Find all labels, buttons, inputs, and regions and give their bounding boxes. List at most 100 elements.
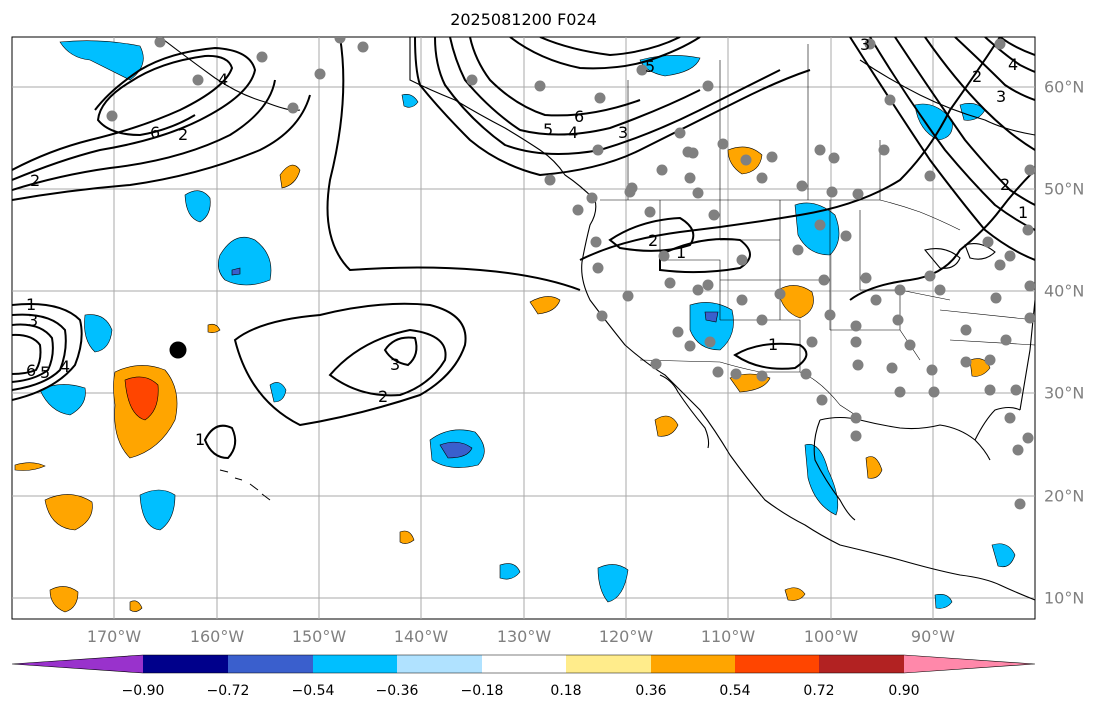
colorbar-tick-label: −0.36 [375, 683, 419, 699]
colorbar-tick-label: 0.72 [803, 683, 835, 699]
anomaly-blob [689, 302, 734, 351]
longitude-label: 100°W [803, 627, 859, 646]
observation-stations [106, 37, 1035, 510]
east-coast [1019, 299, 1035, 411]
anomaly-blob [639, 55, 701, 77]
colorbar-tick-label: −0.72 [206, 683, 250, 699]
contour-label: 1 [768, 335, 778, 354]
us-mexico-border [639, 359, 861, 419]
contour-label: 2 [30, 171, 40, 190]
contour-label: 6 [26, 361, 36, 380]
contour-label: 3 [28, 311, 38, 330]
contour-label: 1 [676, 243, 686, 262]
contour-label: 5 [40, 363, 50, 382]
anomaly-blob [84, 314, 113, 353]
anomaly-blob [439, 441, 473, 459]
great-lakes [924, 243, 996, 269]
anomaly-blob [59, 40, 144, 81]
anomaly-blob [49, 586, 79, 613]
contour-label: 3 [390, 355, 400, 374]
latitude-label: 40°N [1044, 281, 1085, 301]
anomaly-blob [784, 587, 806, 601]
contour-label: 2 [378, 387, 388, 406]
contour-label: 1 [26, 295, 36, 314]
anomaly-blob [14, 462, 46, 471]
contour-label: 3 [618, 123, 628, 142]
colorbar-segment [12, 655, 143, 673]
anomaly-blob [914, 103, 953, 141]
latitude-label: 50°N [1044, 179, 1085, 199]
longitude-label: 120°W [598, 627, 654, 646]
anomaly-blob [129, 600, 143, 612]
contour-value-labels: 1 3 6 5 4 2 6 2 4 5 6 4 5 3 3 2 1 2 1 1 … [26, 35, 1028, 449]
anomaly-blob [207, 323, 221, 333]
latitude-label: 20°N [1044, 486, 1085, 506]
colorbar-segment [482, 655, 566, 673]
colorbar-tick-label: 0.90 [888, 683, 920, 699]
florida [974, 406, 1021, 441]
longitude-label: 110°W [700, 627, 756, 646]
colorbar-segment [228, 655, 313, 673]
contour-label: 1 [1018, 203, 1028, 222]
contour-label: 4 [218, 70, 228, 89]
contour-label: 4 [568, 123, 578, 142]
contour-label: 2 [648, 231, 658, 250]
contour-lines [12, 37, 1035, 460]
anomaly-blob [124, 376, 159, 421]
colorbar-outline [11, 654, 1036, 674]
longitude-label: 160°W [189, 627, 245, 646]
anomaly-blob [139, 489, 176, 531]
contour-label: 4 [1008, 55, 1018, 74]
longitude-label: 150°W [291, 627, 347, 646]
latitude-label: 30°N [1044, 383, 1085, 403]
anomaly-blob [654, 415, 679, 437]
hawaiian-islands [219, 469, 271, 501]
contour-label: 3 [996, 87, 1006, 106]
colorbar-tick-label: −0.90 [121, 683, 165, 699]
shaded-anomalies [14, 40, 1016, 613]
anomaly-blob [529, 296, 561, 315]
anomaly-blob [704, 311, 719, 323]
longitude-label: 90°W [910, 627, 956, 646]
colorbar-segment [566, 655, 651, 673]
anomaly-blob [399, 530, 415, 544]
baja-peninsula [659, 374, 710, 449]
colorbar [11, 654, 1036, 674]
longitude-label: 130°W [496, 627, 552, 646]
mexico-east-coast [813, 419, 856, 521]
contour-label: 5 [645, 57, 655, 76]
location-marker [169, 341, 187, 359]
contour-label: 2 [178, 125, 188, 144]
anomaly-blob [184, 190, 211, 223]
colorbar-segment [313, 655, 397, 673]
latitude-label: 60°N [1044, 77, 1085, 97]
map-title: 2025081200 F024 [450, 10, 597, 29]
colorbar-segment [651, 655, 735, 673]
anomaly-blob [269, 382, 287, 403]
colorbar-tick-label: 0.36 [635, 683, 667, 699]
colorbar-segment [397, 655, 482, 673]
longitude-label: 170°W [86, 627, 142, 646]
colorbar-tick-label: 0.54 [719, 683, 751, 699]
colorbar-segment [143, 655, 228, 673]
colorbar-segment [735, 655, 819, 673]
anomaly-blob [777, 285, 814, 319]
colorbar-tick-label: −0.54 [291, 683, 335, 699]
contour-label: 3 [860, 35, 870, 54]
alaska-coast [159, 37, 301, 111]
anomaly-blob [218, 236, 272, 286]
contour-label: 4 [60, 357, 70, 376]
us-canada-border [600, 199, 961, 231]
contour-label: 1 [195, 430, 205, 449]
contour-label: 5 [543, 120, 553, 139]
coastlines [159, 37, 1035, 601]
colorbar-tick-label: 0.18 [550, 683, 582, 699]
latitude-label: 10°N [1044, 588, 1085, 608]
north-america-coast [409, 37, 1035, 601]
anomaly-blob [969, 358, 991, 377]
anomaly-blob [231, 267, 241, 276]
anomaly-blob [499, 563, 521, 580]
anomaly-blob [39, 384, 86, 416]
anomaly-blob [991, 543, 1016, 568]
